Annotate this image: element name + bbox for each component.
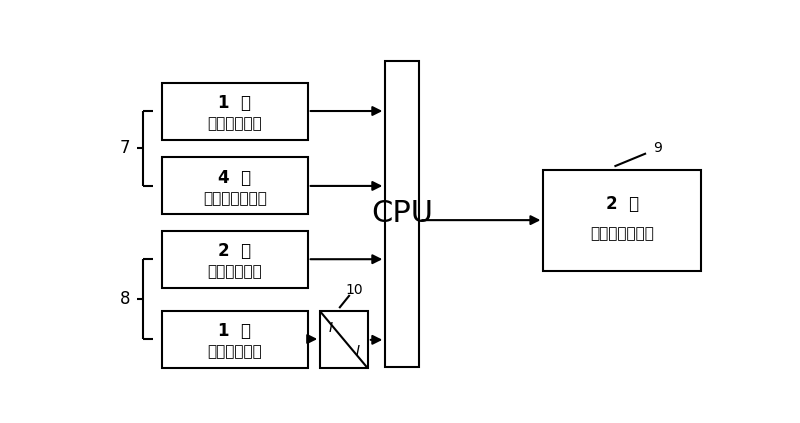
Text: I: I (355, 344, 359, 358)
Text: 4  路: 4 路 (218, 169, 251, 187)
Text: 9: 9 (653, 141, 662, 156)
Text: 2  路: 2 路 (218, 242, 251, 260)
Text: 1  路: 1 路 (218, 94, 251, 112)
Text: 7: 7 (119, 140, 130, 157)
Bar (162, 310, 308, 368)
Bar (162, 157, 308, 214)
Text: 压力信号输入: 压力信号输入 (207, 264, 262, 279)
Text: 1  路: 1 路 (218, 322, 251, 340)
Text: CPU: CPU (371, 199, 434, 228)
Text: 10: 10 (346, 283, 363, 297)
Text: 8: 8 (119, 290, 130, 308)
Bar (162, 231, 308, 288)
Bar (162, 82, 308, 140)
Text: 2  路: 2 路 (606, 195, 639, 213)
Text: 开关量信号输入: 开关量信号输入 (203, 191, 266, 206)
Bar (543, 170, 702, 271)
Text: I: I (329, 321, 333, 335)
Text: 负荷信号输入: 负荷信号输入 (207, 344, 262, 359)
Text: 继电器信号输出: 继电器信号输出 (590, 225, 654, 241)
Bar (320, 311, 368, 368)
Text: 转速信号输入: 转速信号输入 (207, 116, 262, 131)
Bar (386, 60, 419, 367)
